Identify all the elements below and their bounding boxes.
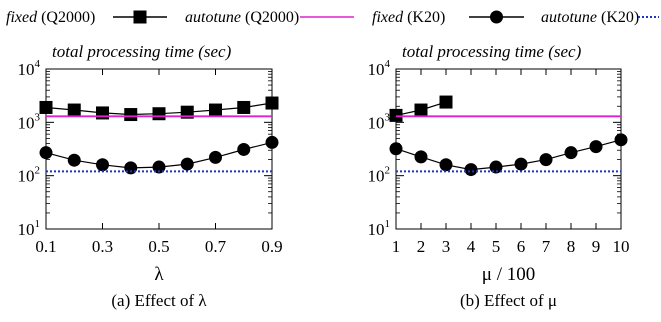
x-tick-label: 0.5 (148, 237, 169, 256)
data-point-circle (414, 150, 428, 164)
legend-label: fixed (Q2000) (6, 9, 95, 26)
data-point-circle (39, 146, 53, 160)
y-tick-label: 101 (18, 218, 41, 239)
data-point-circle (237, 142, 251, 156)
data-point-circle (265, 135, 279, 149)
panel-effect-of-lambda: 101 102 103 104 0.1 0.3 0.5 0.7 0.9 total process… (18, 42, 283, 310)
series-fixed-q2000 (389, 95, 453, 122)
legend-entry: fixed (Q2000) (6, 9, 167, 26)
data-point-circle (464, 163, 478, 177)
x-tick-label: 9 (592, 237, 601, 256)
data-point-circle (514, 157, 528, 171)
data-point-circle (489, 160, 503, 174)
legend-label: fixed (K20) (372, 9, 445, 26)
data-point-circle (124, 161, 138, 175)
y-tick-label: 103 (368, 111, 391, 132)
data-point-circle (152, 160, 166, 174)
legend-entry: autotune (Q2000) (185, 9, 354, 26)
data-point-circle (180, 157, 194, 171)
plot-annotation: total processing time (sec) (402, 42, 582, 61)
data-point-circle (539, 153, 553, 167)
data-point-circle (67, 153, 81, 167)
x-tick-label: 0.3 (92, 237, 113, 256)
data-point-square (209, 103, 222, 117)
legend-label: autotune (K20) (541, 9, 639, 26)
x-tick-label: 0.1 (35, 237, 56, 256)
x-tick-label: 1 (392, 237, 401, 256)
y-tick-label: 102 (18, 165, 41, 186)
x-tick-label: 0.9 (261, 237, 282, 256)
data-point-square (414, 103, 428, 117)
legend: fixed (Q2000) autotune (Q2000) fixed (K20)… (6, 9, 659, 26)
series-fixed-k20 (39, 135, 279, 175)
data-point-circle (589, 140, 603, 154)
data-point-circle (389, 142, 403, 156)
panel-caption: (b) Effect of μ (460, 291, 557, 310)
legend-entry: autotune (K20) (541, 9, 659, 26)
x-tick-label: 0.7 (205, 237, 227, 256)
x-tick-label: 8 (567, 237, 576, 256)
data-point-circle (96, 158, 109, 172)
y-tick-label: 104 (18, 58, 41, 79)
x-tick-label: 6 (517, 237, 526, 256)
y-tick-label: 101 (368, 218, 391, 239)
legend-label: autotune (Q2000) (185, 9, 299, 26)
data-point-square (96, 106, 109, 120)
data-point-square (124, 108, 138, 122)
plot-annotation: total processing time (sec) (52, 42, 232, 61)
x-tick-label: 3 (442, 237, 451, 256)
x-axis-label: λ (154, 264, 164, 285)
data-point-circle (209, 150, 222, 164)
series-line (395, 139, 622, 171)
x-tick-label: 2 (417, 237, 426, 256)
series-fixed-q2000 (39, 96, 279, 122)
y-tick-label: 104 (368, 58, 391, 79)
y-tick-label: 103 (18, 111, 41, 132)
x-tick-label: 4 (467, 237, 476, 256)
legend-marker-circle (490, 10, 503, 24)
legend-entry: fixed (K20) (372, 9, 524, 26)
data-point-square (152, 107, 166, 121)
data-point-square (67, 103, 81, 117)
data-point-circle (614, 133, 628, 147)
legend-marker-square (133, 10, 147, 24)
panel-caption: (a) Effect of λ (111, 291, 207, 310)
y-tick-label: 102 (368, 165, 391, 186)
data-point-circle (564, 146, 578, 160)
data-point-square (439, 95, 453, 109)
data-point-square (39, 100, 53, 114)
x-tick-label: 10 (613, 237, 630, 256)
series-fixed-k20 (389, 133, 628, 177)
data-point-square (265, 96, 279, 110)
data-point-square (389, 108, 403, 122)
panel-effect-of-mu: 101 102 103 104 1 2 3 4 5 6 7 8 9 10 total processing … (368, 42, 630, 310)
x-axis-label: μ / 100 (482, 264, 535, 285)
x-tick-label: 5 (492, 237, 501, 256)
data-point-square (237, 100, 251, 114)
data-point-circle (439, 158, 453, 172)
x-tick-label: 7 (542, 237, 551, 256)
